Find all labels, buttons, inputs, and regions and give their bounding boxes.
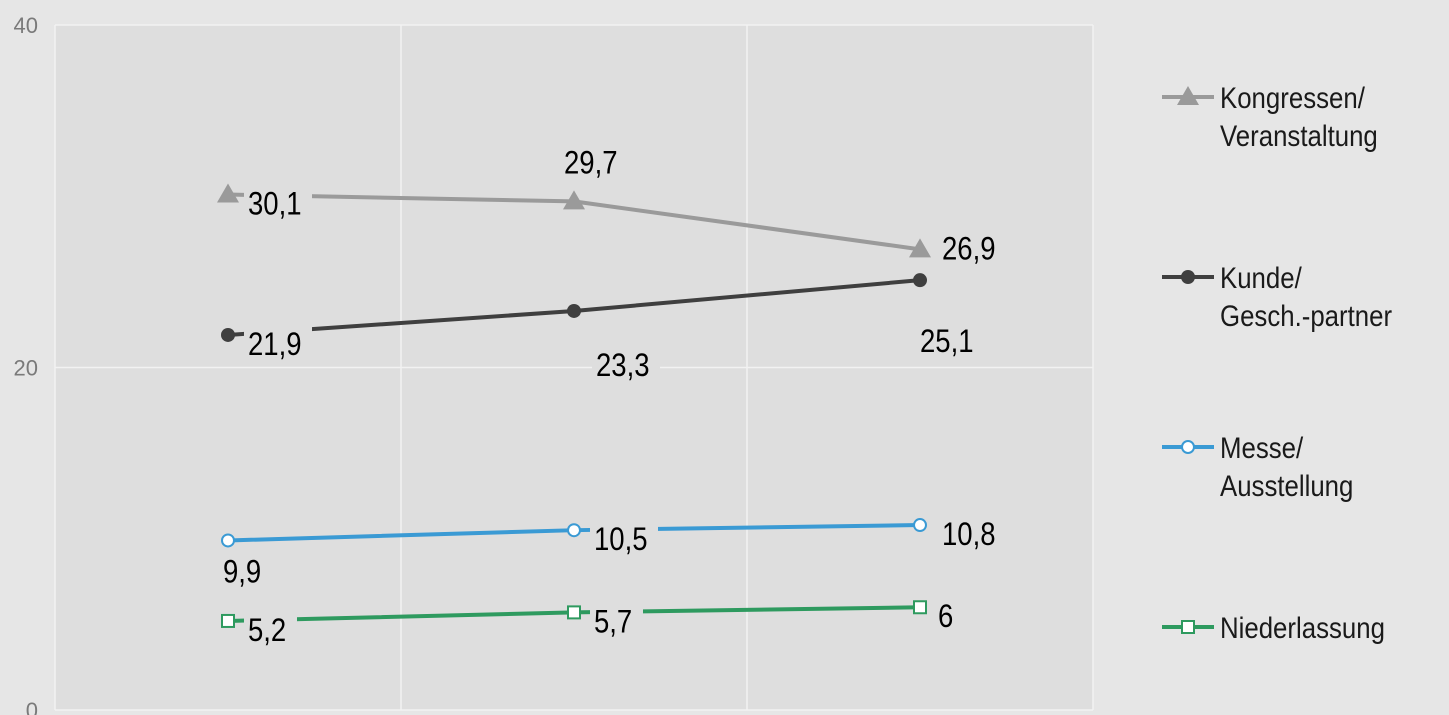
circle-marker [913,273,927,288]
legend-item: Niederlassung [1160,610,1449,648]
data-label: 29,7 [564,146,618,181]
data-label-background [244,610,297,649]
series-group: 30,1 29,7 26,9 [217,146,1006,268]
data-label: 5,7 [594,605,632,640]
data-label-background [244,184,312,223]
legend-label: Kongressen/ Veranstaltung [1220,82,1378,153]
legend-label: Niederlassung [1220,612,1385,645]
hollow-circle-marker [1181,440,1195,454]
triangle-marker [563,190,585,210]
legend-label: Messe/ Ausstellung [1220,432,1354,503]
legend-swatch [1162,620,1214,634]
data-label: 6 [938,599,953,634]
hollow-square-marker [1181,620,1195,634]
circle-marker [1181,270,1195,284]
circle-marker [567,303,581,318]
legend-swatch [1162,86,1214,105]
legend-swatch [1162,270,1214,284]
y-tick-label: 40 [14,13,38,38]
data-label-background [938,229,1006,268]
triangle-marker [217,183,239,203]
data-label-background [590,520,658,559]
data-label: 23,3 [596,348,650,383]
legend-label: Kunde/ Gesch.-partner [1220,262,1393,333]
data-label-background [590,602,643,641]
data-label: 10,5 [594,522,648,557]
data-label: 9,9 [223,555,261,590]
legend-item: Kongressen/ Veranstaltung [1160,80,1449,156]
data-label: 5,2 [248,613,286,648]
data-label: 10,8 [942,517,996,552]
hollow-circle-marker [567,523,581,538]
hollow-square-marker [221,613,235,628]
legend-item: Messe/ Ausstellung [1160,430,1449,506]
data-label-background [244,324,312,363]
series-group: 9,9 10,5 10,8 [221,517,996,590]
legend-item: Kunde/ Gesch.-partner [1160,260,1449,336]
y-tick-label: 20 [14,356,38,381]
triangle-marker [909,238,931,258]
hollow-circle-marker [221,533,235,548]
data-label: 21,9 [248,327,302,362]
data-label: 30,1 [248,187,302,222]
triangle-marker [1177,86,1199,105]
y-tick-label: 0 [26,698,38,715]
hollow-circle-marker [913,518,927,533]
series-group: 21,9 23,3 25,1 [221,273,974,384]
hollow-square-marker [567,605,581,620]
circle-marker [221,327,235,342]
hollow-square-marker [913,600,927,615]
data-label-background [592,345,660,384]
legend-swatch [1162,440,1214,454]
series-group: 5,2 5,7 6 [221,599,953,649]
data-label: 25,1 [920,324,974,359]
data-label: 26,9 [942,231,996,266]
